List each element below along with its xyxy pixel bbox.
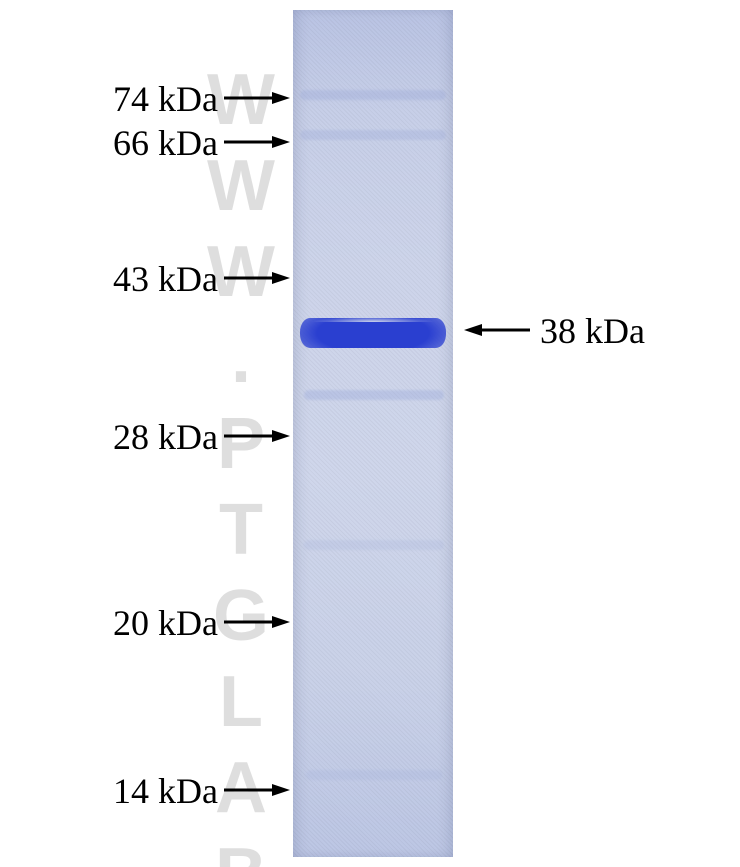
ladder-marker: 43 kDa bbox=[0, 258, 290, 298]
arrow-icon bbox=[224, 427, 290, 445]
arrow-icon bbox=[224, 613, 290, 631]
ladder-marker: 28 kDa bbox=[0, 416, 290, 456]
ladder-marker-label: 43 kDa bbox=[0, 258, 218, 300]
protein-band-main bbox=[300, 318, 446, 348]
ladder-marker-label: 28 kDa bbox=[0, 416, 218, 458]
arrow-icon bbox=[224, 781, 290, 799]
protein-band-faint bbox=[304, 540, 444, 550]
arrow-icon bbox=[464, 321, 530, 339]
sample-marker-label: 38 kDa bbox=[540, 310, 645, 352]
ladder-marker-label: 74 kDa bbox=[0, 78, 218, 120]
ladder-marker: 74 kDa bbox=[0, 78, 290, 118]
arrow-icon bbox=[224, 269, 290, 287]
ladder-marker-label: 66 kDa bbox=[0, 122, 218, 164]
protein-band-faint bbox=[300, 90, 446, 100]
ladder-marker-label: 14 kDa bbox=[0, 770, 218, 812]
protein-band-faint bbox=[300, 130, 446, 140]
ladder-marker-label: 20 kDa bbox=[0, 602, 218, 644]
arrow-icon bbox=[224, 133, 290, 151]
ladder-marker: 14 kDa bbox=[0, 770, 290, 810]
ladder-marker: 66 kDa bbox=[0, 122, 290, 162]
gel-figure: WWW.PTGLAB.CON 74 kDa66 kDa43 kDa28 kDa2… bbox=[0, 0, 740, 867]
protein-band-faint bbox=[304, 390, 444, 400]
arrow-icon bbox=[224, 89, 290, 107]
ladder-marker: 20 kDa bbox=[0, 602, 290, 642]
protein-band-faint bbox=[306, 770, 442, 780]
